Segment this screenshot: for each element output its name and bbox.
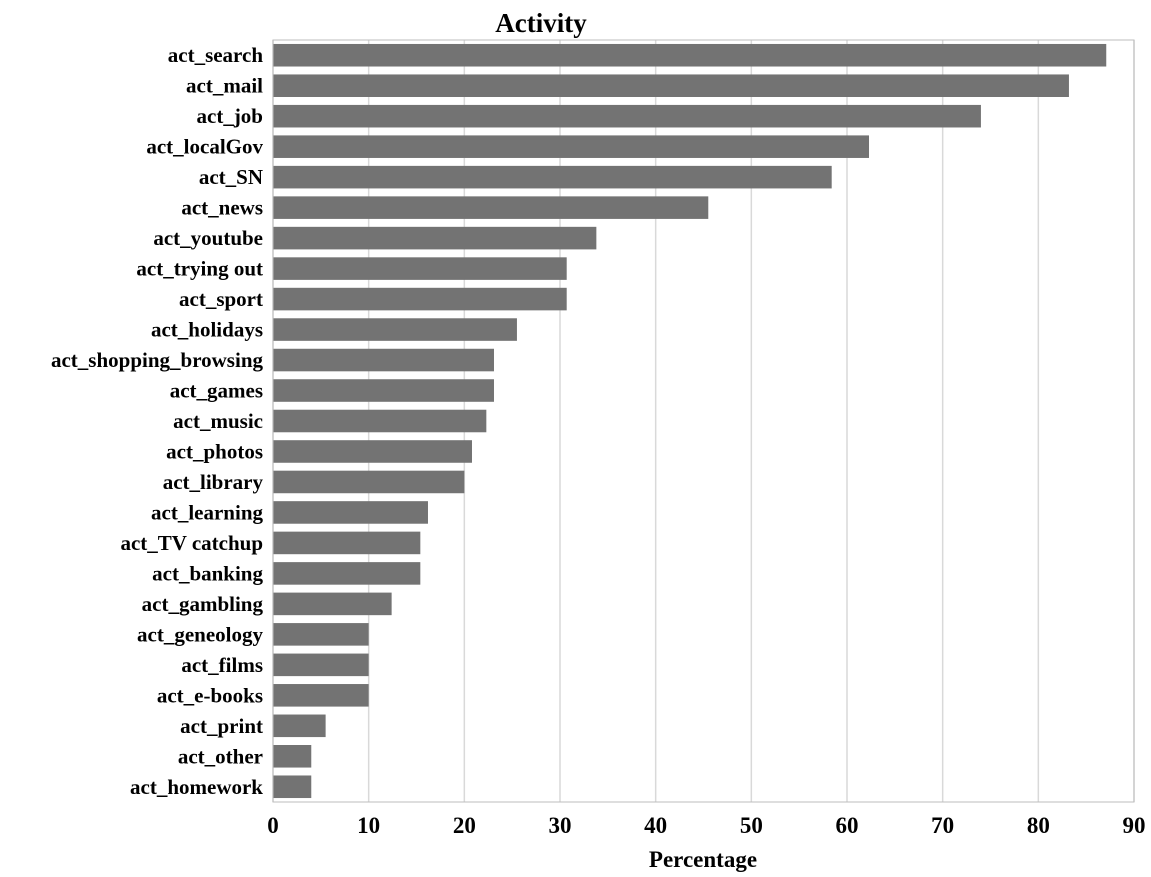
category-label: act_gambling <box>142 592 264 616</box>
category-label: act_music <box>173 409 263 433</box>
bar <box>273 562 421 585</box>
category-label: act_shopping_browsing <box>51 348 264 372</box>
category-label: act_news <box>181 196 263 220</box>
bar <box>273 379 494 402</box>
x-tick-label: 20 <box>453 813 476 838</box>
category-label: act_homework <box>130 775 263 799</box>
bar <box>273 470 465 494</box>
x-axis-title: Percentage <box>649 847 757 872</box>
category-label: act_localGov <box>146 135 263 159</box>
category-label: act_library <box>163 470 264 494</box>
bar <box>273 43 1107 67</box>
chart-title: Activity <box>495 8 587 38</box>
x-tick-label: 0 <box>267 813 279 838</box>
category-label: act_sport <box>179 287 263 311</box>
category-label: act_learning <box>151 500 263 524</box>
bar <box>273 74 1069 97</box>
bar <box>273 775 312 799</box>
x-tick-label: 40 <box>644 813 667 838</box>
bars <box>273 43 1107 799</box>
bar <box>273 196 709 219</box>
category-label: act_films <box>181 653 263 677</box>
x-tick-label: 30 <box>549 813 572 838</box>
category-label: act_print <box>180 714 263 738</box>
x-tick-label: 10 <box>357 813 380 838</box>
x-tick-label: 90 <box>1123 813 1146 838</box>
bar <box>273 257 567 280</box>
bar <box>273 135 870 158</box>
x-tick-labels: 0 10 20 30 40 50 60 70 80 90 <box>267 813 1145 838</box>
category-label: act_job <box>197 104 264 128</box>
bar <box>273 592 392 616</box>
category-label: act_photos <box>166 439 263 463</box>
bar <box>273 409 487 433</box>
category-label: act_SN <box>199 165 263 189</box>
bar <box>273 684 369 707</box>
bar <box>273 104 981 128</box>
category-label: act_e-books <box>157 683 263 707</box>
category-label: act_mail <box>186 74 263 98</box>
bar <box>273 623 369 646</box>
bar <box>273 653 369 677</box>
bar <box>273 501 428 524</box>
bar <box>273 287 567 311</box>
bar <box>273 714 326 738</box>
bar <box>273 165 832 189</box>
bar <box>273 440 472 463</box>
category-label: act_other <box>178 744 263 768</box>
bar <box>273 745 312 768</box>
category-label: act_geneology <box>137 622 263 646</box>
category-label: act_TV catchup <box>120 531 263 555</box>
bar <box>273 531 421 555</box>
x-tick-label: 50 <box>740 813 763 838</box>
category-label: act_youtube <box>153 226 263 250</box>
category-label: act_trying out <box>136 257 263 281</box>
category-labels: act_search act_mail act_job act_localGovact… <box>51 43 264 799</box>
x-tick-label: 70 <box>931 813 954 838</box>
x-tick-label: 60 <box>836 813 859 838</box>
category-label: act_search <box>168 43 264 67</box>
plot-frame <box>272 39 1135 803</box>
category-label: act_banking <box>152 561 263 585</box>
bar <box>273 318 517 341</box>
bar <box>273 348 494 372</box>
x-tick-label: 80 <box>1027 813 1050 838</box>
bar <box>273 226 597 250</box>
category-label: act_holidays <box>151 318 263 342</box>
category-label: act_games <box>170 379 263 403</box>
